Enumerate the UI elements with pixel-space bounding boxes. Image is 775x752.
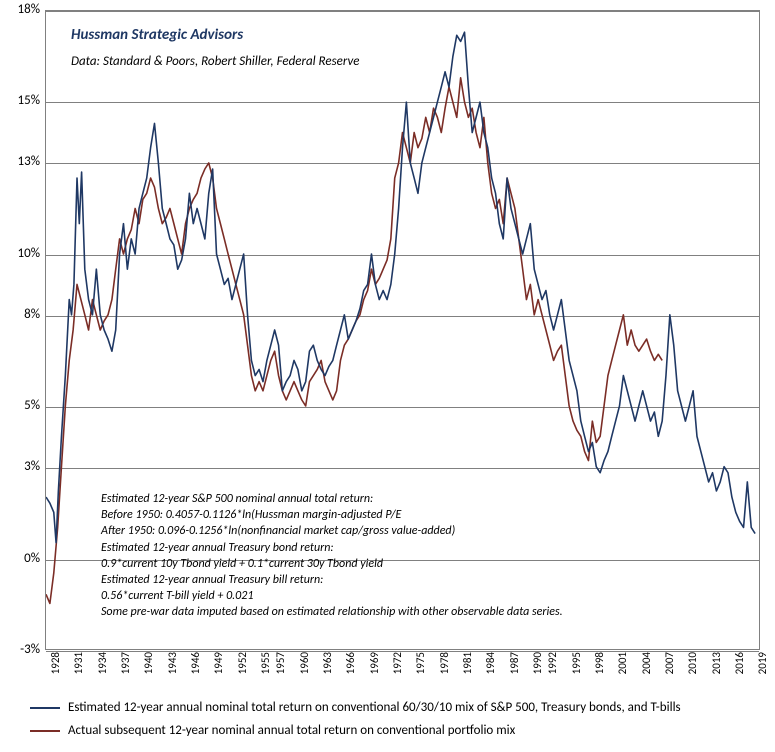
x-tick-label: 2004: [640, 652, 653, 682]
formula-line: Before 1950: 0.4057-0.1126*ln(Hussman ma…: [101, 507, 563, 523]
x-tick-label: 1955: [259, 652, 272, 682]
x-tick-label: 1934: [96, 652, 109, 682]
formula-line: After 1950: 0.096-0.1256*ln(nonfinancial…: [101, 523, 563, 539]
y-tick-label: 18%: [0, 2, 40, 17]
x-tick-label: 1990: [531, 652, 544, 682]
y-tick-label: 10%: [0, 246, 40, 261]
x-tick-label: 1969: [368, 652, 381, 682]
chart-container: -3% 0% 3% 5% 8% 10% 13% 15% 18% 1928 1931 1934 1937…: [0, 0, 775, 752]
x-tick-label: 1978: [438, 652, 451, 682]
x-tick-label: 1992: [546, 652, 559, 682]
formula-line: Estimated 12-year annual Treasury bond r…: [101, 540, 563, 556]
x-tick-label: 1963: [321, 652, 334, 682]
x-tick-label: 1998: [593, 652, 606, 682]
formula-line: Some pre-war data imputed based on estim…: [101, 604, 563, 620]
x-tick-label: 1972: [391, 652, 404, 682]
y-tick-label: 13%: [0, 154, 40, 169]
x-tick-label: 1940: [142, 652, 155, 682]
x-tick-label: 1960: [298, 652, 311, 682]
x-tick-label: 1937: [119, 652, 132, 682]
x-tick-label: 1928: [49, 652, 62, 682]
formula-line: Estimated 12-year annual Treasury bill r…: [101, 572, 563, 588]
x-tick-label: 2001: [616, 652, 629, 682]
x-tick-label: 1975: [414, 652, 427, 682]
y-tick-label: -3%: [0, 642, 40, 657]
formula-block: Estimated 12-year S&P 500 nominal annual…: [101, 491, 563, 621]
legend-swatch-actual: [30, 730, 60, 732]
x-tick-label: 1966: [344, 652, 357, 682]
legend-label-actual: Actual subsequent 12-year nominal annual…: [68, 723, 515, 738]
y-tick-label: 8%: [0, 307, 40, 322]
x-tick-label: 1952: [236, 652, 249, 682]
legend: Estimated 12-year annual nominal total r…: [30, 700, 681, 746]
x-tick-label: 1931: [72, 652, 85, 682]
legend-item-estimated: Estimated 12-year annual nominal total r…: [30, 700, 681, 715]
x-tick-label: 1987: [508, 652, 521, 682]
formula-line: Estimated 12-year S&P 500 nominal annual…: [101, 491, 563, 507]
y-tick-label: 3%: [0, 459, 40, 474]
x-tick-label: 1943: [166, 652, 179, 682]
legend-item-actual: Actual subsequent 12-year nominal annual…: [30, 723, 681, 738]
chart-subtitle: Data: Standard & Poors, Robert Shiller, …: [71, 54, 359, 69]
x-tick-label: 2019: [756, 652, 769, 682]
x-tick-label: 1981: [461, 652, 474, 682]
y-tick-label: 5%: [0, 398, 40, 413]
legend-swatch-estimated: [30, 707, 60, 709]
y-tick-label: 15%: [0, 93, 40, 108]
formula-line: 0.56*current T-bill yield + 0.021: [101, 588, 563, 604]
chart-title: Hussman Strategic Advisors: [71, 26, 359, 44]
formula-line: 0.9*current 10y Tbond yield + 0.1*curren…: [101, 556, 563, 572]
x-tick-label: 2016: [733, 652, 746, 682]
x-tick-label: 1957: [274, 652, 287, 682]
x-tick-label: 2013: [710, 652, 723, 682]
x-tick-label: 1946: [189, 652, 202, 682]
title-block: Hussman Strategic Advisors Data: Standar…: [71, 26, 359, 69]
x-tick-label: 2007: [663, 652, 676, 682]
x-tick-label: 1949: [212, 652, 225, 682]
x-tick-label: 2010: [686, 652, 699, 682]
plot-area: Hussman Strategic Advisors Data: Standar…: [45, 10, 760, 650]
x-tick-label: 1984: [484, 652, 497, 682]
legend-label-estimated: Estimated 12-year annual nominal total r…: [68, 700, 681, 715]
x-tick-label: 1995: [570, 652, 583, 682]
y-tick-label: 0%: [0, 551, 40, 566]
